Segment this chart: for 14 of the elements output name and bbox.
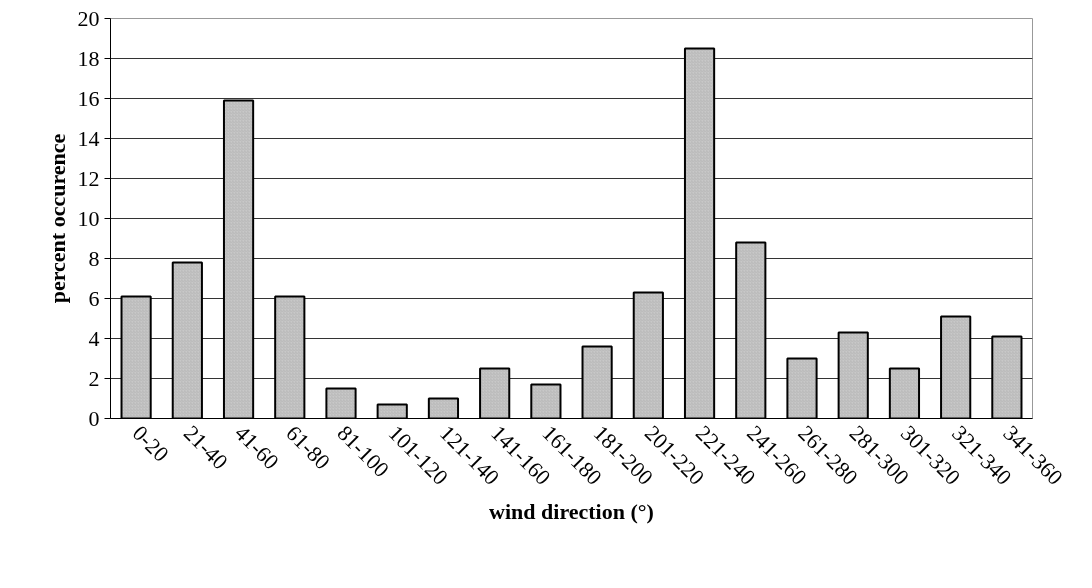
y-tick-label: 8 (88, 245, 100, 271)
y-tick-label: 14 (77, 125, 100, 151)
y-tick-label: 10 (77, 205, 100, 231)
y-tick-label: 6 (88, 285, 100, 311)
y-tick-label: 18 (77, 45, 100, 71)
y-tick-label: 12 (77, 165, 100, 191)
x-tick-label: 0-20 (127, 420, 174, 467)
y-tick-label: 16 (77, 85, 100, 111)
y-tick-label: 0 (88, 405, 100, 431)
y-tick-label: 4 (88, 325, 100, 351)
x-axis-title: wind direction (°) (489, 499, 654, 525)
y-tick-label: 20 (77, 5, 100, 31)
y-tick-label: 2 (88, 365, 100, 391)
y-axis-title: percent occurence (44, 133, 70, 304)
